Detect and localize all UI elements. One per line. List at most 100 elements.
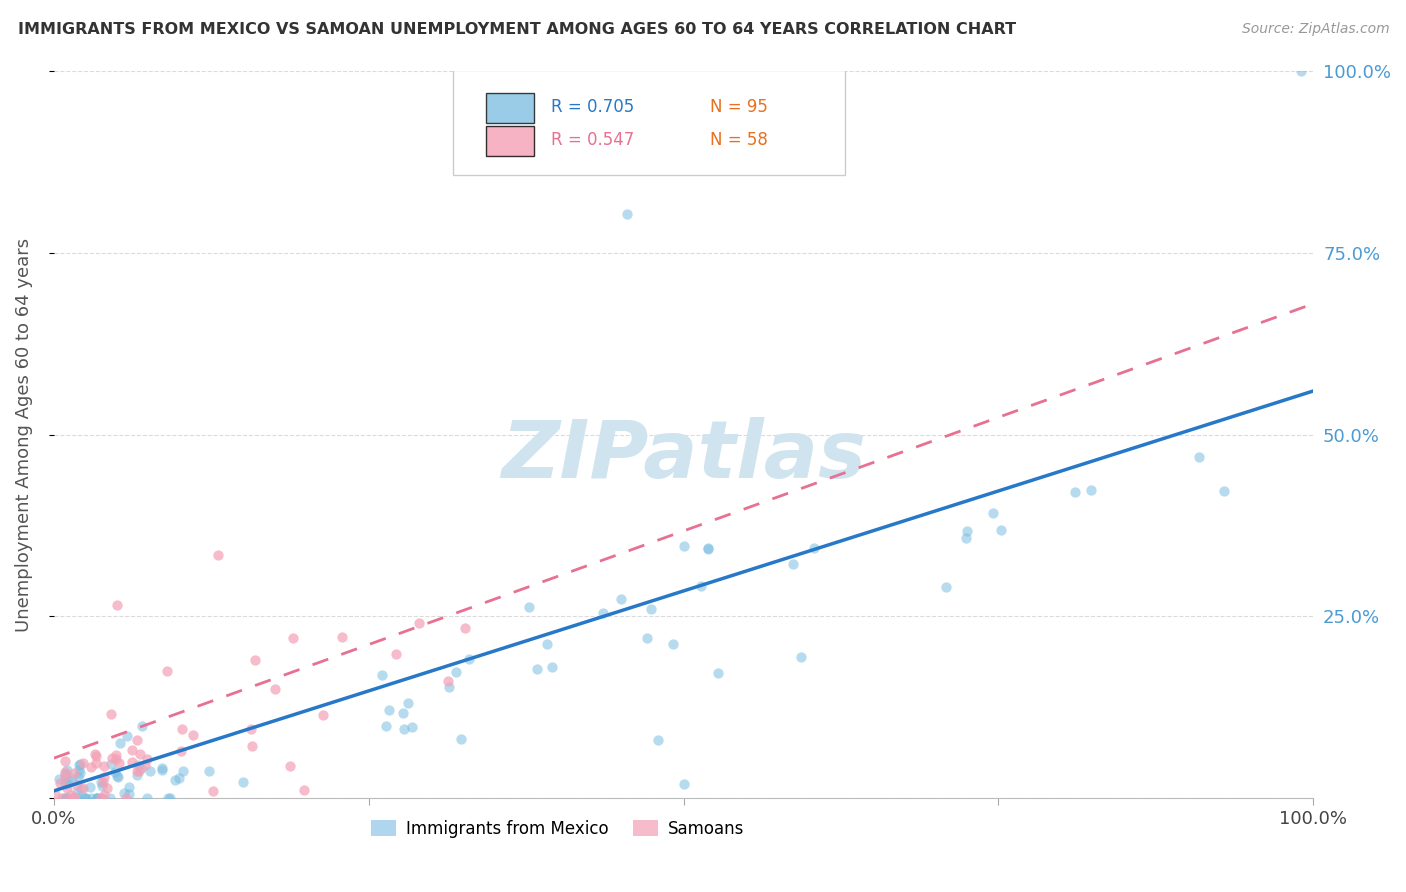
Point — [278, 758, 301, 772]
Point — [172, 764, 194, 779]
Point — [75, 791, 97, 805]
Text: R = 0.547: R = 0.547 — [551, 131, 634, 149]
Point — [91, 775, 114, 789]
Point — [128, 764, 150, 779]
Point — [156, 664, 179, 678]
Point — [84, 756, 107, 770]
Point — [56, 780, 79, 795]
Point — [454, 621, 477, 635]
Point — [672, 776, 695, 790]
Text: N = 95: N = 95 — [710, 98, 768, 116]
Point — [240, 722, 263, 736]
Point — [51, 791, 73, 805]
Point — [207, 548, 229, 562]
FancyBboxPatch shape — [453, 70, 845, 175]
Point — [437, 674, 460, 689]
Point — [72, 756, 94, 770]
Text: R = 0.705: R = 0.705 — [551, 98, 634, 116]
Point — [104, 752, 127, 766]
Point — [62, 765, 84, 780]
Point — [91, 791, 114, 805]
Point — [75, 791, 97, 805]
Point — [636, 632, 658, 646]
Point — [56, 772, 79, 787]
Point — [83, 747, 105, 761]
Point — [150, 763, 173, 777]
Point — [53, 767, 76, 781]
Point — [127, 767, 149, 781]
Point — [108, 736, 131, 750]
Point — [56, 776, 79, 790]
Point — [105, 769, 128, 783]
Point — [150, 761, 173, 775]
Point — [444, 665, 467, 679]
Point — [101, 751, 124, 765]
Point — [592, 606, 614, 620]
Text: IMMIGRANTS FROM MEXICO VS SAMOAN UNEMPLOYMENT AMONG AGES 60 TO 64 YEARS CORRELAT: IMMIGRANTS FROM MEXICO VS SAMOAN UNEMPLO… — [18, 22, 1017, 37]
Point — [93, 770, 115, 784]
Point — [96, 781, 118, 796]
Point — [79, 780, 101, 794]
Point — [100, 706, 122, 721]
Point — [80, 760, 103, 774]
Point — [697, 541, 720, 556]
FancyBboxPatch shape — [486, 93, 534, 123]
Point — [112, 786, 135, 800]
Point — [610, 592, 633, 607]
Point — [90, 779, 112, 793]
Point — [1064, 484, 1087, 499]
Point — [105, 747, 128, 762]
Point — [134, 758, 156, 772]
Point — [232, 774, 254, 789]
Point — [330, 630, 353, 644]
Point — [67, 770, 90, 784]
Point — [70, 781, 93, 796]
Point — [139, 764, 162, 779]
Point — [292, 782, 315, 797]
Point — [86, 791, 108, 805]
Point — [115, 730, 138, 744]
Point — [136, 791, 159, 805]
Point — [82, 791, 104, 805]
Point — [240, 739, 263, 753]
Point — [86, 791, 108, 805]
Point — [536, 637, 558, 651]
Point — [90, 791, 112, 805]
Point — [69, 763, 91, 777]
Point — [44, 788, 66, 802]
Point — [127, 764, 149, 778]
Point — [121, 755, 143, 769]
Point — [782, 557, 804, 571]
Point — [56, 763, 79, 777]
Point — [63, 789, 86, 804]
Point — [990, 523, 1012, 537]
Point — [128, 747, 150, 761]
Point — [55, 791, 77, 805]
Point — [401, 721, 423, 735]
Point — [689, 579, 711, 593]
Point — [458, 652, 481, 666]
Point — [60, 789, 83, 803]
Point — [647, 733, 669, 747]
Point — [392, 722, 415, 736]
Point — [198, 764, 221, 778]
Point — [48, 772, 70, 786]
Point — [1187, 450, 1209, 465]
Point — [49, 775, 72, 789]
Point — [790, 650, 813, 665]
Point — [131, 719, 153, 733]
Point — [640, 602, 662, 616]
Point — [1212, 484, 1234, 499]
Point — [127, 757, 149, 772]
Point — [541, 660, 564, 674]
Point — [706, 666, 728, 681]
Point — [98, 791, 121, 805]
Point — [84, 749, 107, 764]
Point — [69, 757, 91, 772]
Point — [163, 772, 186, 787]
Point — [136, 752, 159, 766]
Point — [107, 771, 129, 785]
Point — [526, 662, 548, 676]
Point — [697, 542, 720, 557]
Point — [935, 581, 957, 595]
